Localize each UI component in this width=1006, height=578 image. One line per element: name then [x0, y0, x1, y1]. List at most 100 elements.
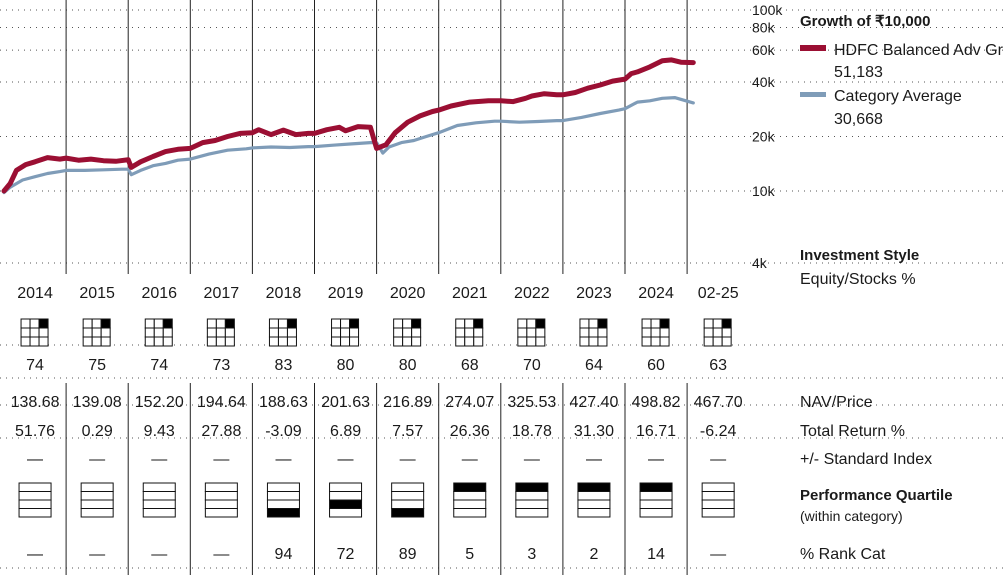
- style-box-cell: [340, 327, 351, 338]
- equity-values: 74 75 74 73 83 80 80 68 70 64 60 63: [26, 357, 727, 374]
- nav-label: NAV/Price: [800, 394, 873, 411]
- style-box-cell: [535, 327, 546, 338]
- quartile-band: [80, 508, 114, 518]
- style-box-cell: [206, 336, 217, 347]
- quartile-box: [266, 482, 300, 518]
- total-return-value: 26.36: [450, 423, 490, 440]
- style-box-cell: [38, 327, 49, 338]
- style-box-cell: [703, 336, 714, 347]
- style-box-cell: [38, 336, 49, 347]
- style-box-cell: [277, 336, 288, 347]
- y-tick-label: 80k: [752, 20, 776, 36]
- equity-value: 68: [461, 357, 479, 374]
- year-label: 2024: [638, 285, 674, 302]
- quartile-band: [701, 482, 735, 492]
- equity-value: 74: [26, 357, 44, 374]
- total-return-value: -3.09: [265, 423, 302, 440]
- quartile-band: [639, 508, 673, 518]
- style-box-cell: [268, 318, 279, 329]
- legend-label-category: Category Average: [834, 88, 962, 105]
- rank-value: —: [89, 546, 105, 563]
- style-box-cell: [349, 336, 360, 347]
- style-box-cell: [597, 327, 608, 338]
- style-box-cell: [464, 318, 475, 329]
- quartile-box: [329, 482, 363, 518]
- style-box-cell: [268, 327, 279, 338]
- series-line-category: [2, 95, 695, 195]
- nav-value: 274.07: [445, 394, 494, 411]
- total-return-value: 0.29: [82, 423, 113, 440]
- style-box-cell: [286, 318, 297, 329]
- style-box-cell: [82, 318, 93, 329]
- investment-style-subheading: Equity/Stocks %: [800, 271, 916, 288]
- style-box-cell: [579, 336, 590, 347]
- y-tick-label: 10k: [752, 183, 776, 199]
- style-box-cell: [393, 336, 404, 347]
- style-box-cell: [349, 327, 360, 338]
- style-box-cell: [91, 318, 102, 329]
- quartile-band: [18, 482, 52, 492]
- quartile-band: [391, 508, 425, 518]
- style-box-cell: [224, 327, 235, 338]
- rank-value: 89: [399, 546, 417, 563]
- quartile-band: [204, 508, 238, 518]
- style-box-cell: [641, 327, 652, 338]
- style-box-cell: [82, 336, 93, 347]
- style-box-cell: [29, 327, 40, 338]
- series-lines: [1, 57, 696, 195]
- style-box-cell: [597, 336, 608, 347]
- vs-index-value: —: [524, 451, 540, 468]
- style-box-cell: [349, 318, 360, 329]
- nav-value: 188.63: [259, 394, 308, 411]
- style-box-cell: [38, 318, 49, 329]
- table-rows: 138.68 139.08 152.20 194.64 188.63 201.63 216.…: [11, 394, 743, 563]
- vs-index-value: —: [400, 451, 416, 468]
- style-box-cell: [579, 318, 590, 329]
- y-tick-label: 20k: [752, 129, 776, 145]
- total-return-value: 9.43: [144, 423, 175, 440]
- y-axis: 100k 80k 60k 40k 20k 10k 4k: [752, 2, 783, 271]
- style-box-cell: [215, 318, 226, 329]
- style-box-cell: [82, 327, 93, 338]
- legend-label-fund: HDFC Balanced Adv Gr: [834, 42, 1004, 59]
- style-box-cell: [29, 336, 40, 347]
- quartile-band: [391, 482, 425, 492]
- year-label: 2021: [452, 285, 488, 302]
- quartile-band: [639, 482, 673, 492]
- nav-value: 325.53: [507, 394, 556, 411]
- style-box-cell: [455, 318, 466, 329]
- style-box-cell: [464, 327, 475, 338]
- rank-value: —: [710, 546, 726, 563]
- style-box-cell: [29, 318, 40, 329]
- year-label: 2018: [266, 285, 302, 302]
- style-box-cell: [393, 318, 404, 329]
- series-line-fund: [1, 57, 696, 194]
- style-box-cell: [535, 318, 546, 329]
- quartile-band: [266, 508, 300, 518]
- style-box-cell: [144, 336, 155, 347]
- quartile-band: [204, 491, 238, 501]
- legend-swatch-fund: [800, 45, 826, 51]
- nav-value: 216.89: [383, 394, 432, 411]
- quartile-band: [515, 491, 549, 501]
- legend: Growth of ₹10,000 HDFC Balanced Adv Gr 5…: [800, 13, 1004, 128]
- vs-index-value: —: [586, 451, 602, 468]
- style-box-cell: [277, 327, 288, 338]
- style-box-cell: [224, 336, 235, 347]
- quartile-band: [266, 482, 300, 492]
- style-box: [579, 318, 608, 347]
- style-box-cell: [588, 327, 599, 338]
- style-box-cell: [597, 318, 608, 329]
- investment-style-heading: Investment Style: [800, 247, 919, 264]
- year-label: 2017: [204, 285, 240, 302]
- quartile-band: [18, 491, 52, 501]
- quartile-band: [142, 482, 176, 492]
- rank-value: —: [151, 546, 167, 563]
- style-box-cell: [526, 327, 537, 338]
- year-labels: 2014 2015 2016 2017 2018 2019 2020 2021 2022 2023…: [17, 285, 738, 302]
- quartile-band: [142, 499, 176, 509]
- quartile-band: [701, 491, 735, 501]
- style-box-cell: [659, 336, 670, 347]
- legend-value-fund: 51,183: [834, 64, 883, 81]
